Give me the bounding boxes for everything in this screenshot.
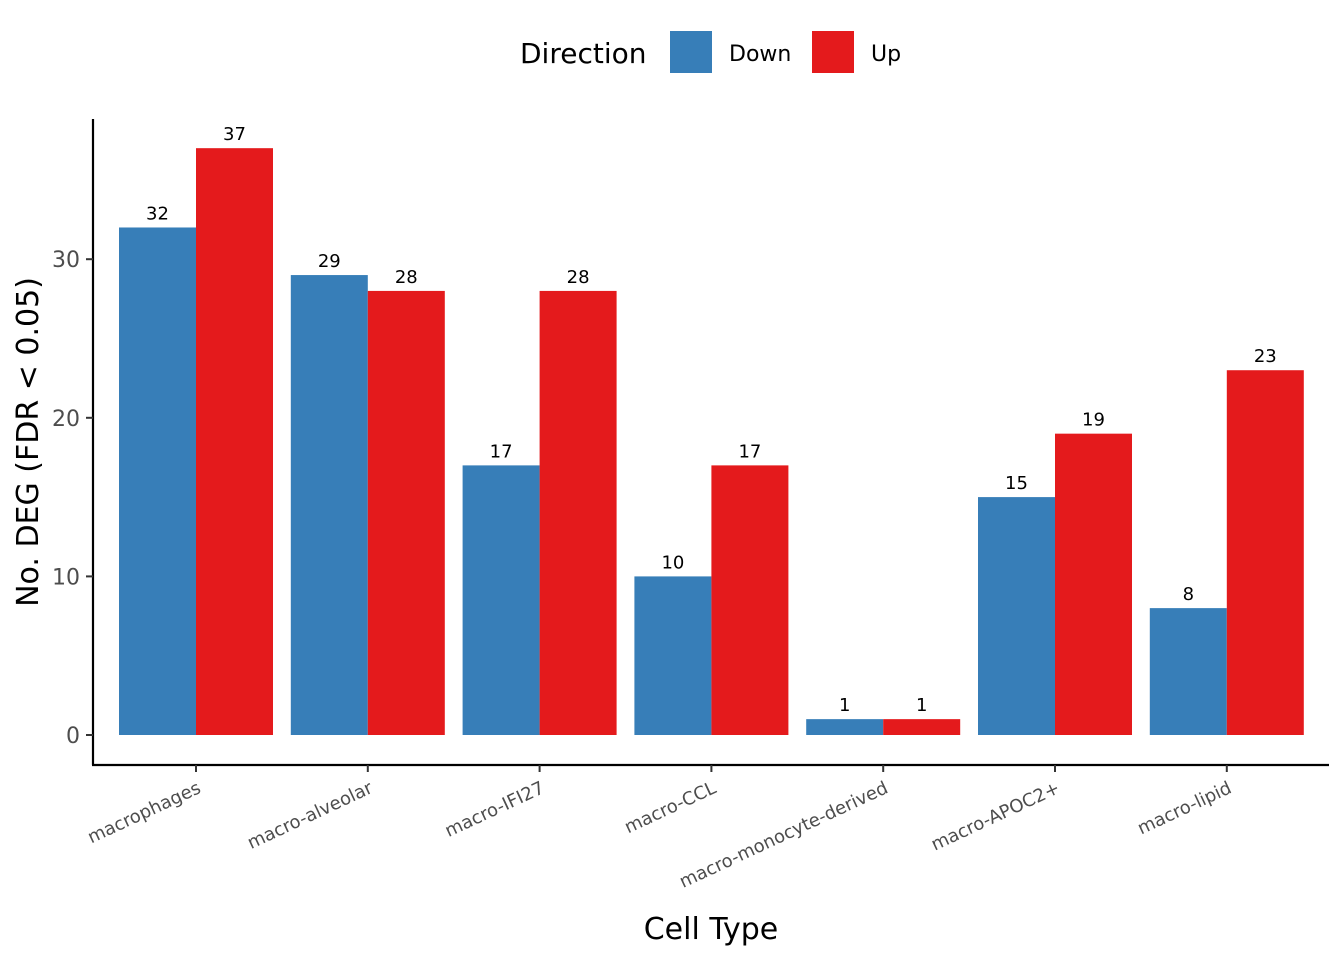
bar-down-0 — [119, 227, 196, 736]
data-label-up-0: 37 — [223, 124, 246, 145]
data-label-down-2: 17 — [490, 441, 513, 462]
y-tick-label: 20 — [52, 407, 80, 432]
data-label-down-4: 1 — [839, 695, 850, 716]
data-label-up-1: 28 — [395, 267, 418, 288]
bar-down-2 — [462, 465, 540, 735]
legend: Direction Down Up — [520, 31, 901, 73]
x-tick-label: macro-alveolar — [244, 777, 376, 854]
bar-down-6 — [1149, 608, 1227, 735]
legend-label-up: Up — [871, 42, 901, 67]
data-label-down-5: 15 — [1005, 473, 1028, 494]
x-tick-label: macro-IFI27 — [442, 777, 548, 841]
data-label-up-6: 23 — [1254, 346, 1277, 367]
bar-up-1 — [367, 290, 445, 735]
x-axis-title: Cell Type — [644, 912, 779, 947]
y-tick-label: 0 — [66, 724, 80, 749]
bar-up-0 — [196, 148, 273, 735]
x-tick-label: macrophages — [84, 777, 204, 848]
data-label-down-0: 32 — [146, 203, 169, 224]
bar-up-2 — [539, 290, 617, 735]
bar-up-3 — [711, 465, 789, 735]
data-label-down-6: 8 — [1183, 584, 1194, 605]
bar-down-4 — [806, 719, 884, 735]
legend-title: Direction — [520, 37, 647, 70]
data-label-up-3: 17 — [738, 441, 761, 462]
x-tick-label: macro-CCL — [621, 777, 719, 838]
bar-up-6 — [1226, 370, 1304, 735]
x-axis-ticks: macrophages macro-alveolar macro-IFI27 macr… — [84, 765, 1235, 893]
bars-layer — [119, 148, 1304, 736]
data-label-up-4: 1 — [916, 695, 927, 716]
bar-up-4 — [883, 719, 961, 735]
x-tick-label: macro-APOC2+ — [928, 777, 1063, 855]
data-label-up-5: 19 — [1082, 410, 1105, 431]
y-axis-ticks: 0 10 20 30 — [52, 248, 93, 749]
y-axis-title: No. DEG (FDR < 0.05) — [11, 277, 46, 607]
bar-down-3 — [634, 576, 712, 735]
legend-swatch-up — [812, 31, 854, 73]
y-tick-label: 10 — [52, 565, 80, 590]
bar-down-1 — [290, 275, 368, 735]
legend-label-down: Down — [729, 42, 791, 67]
legend-swatch-down — [670, 31, 712, 73]
data-label-up-2: 28 — [567, 267, 590, 288]
data-label-down-3: 10 — [661, 552, 684, 573]
y-tick-label: 30 — [52, 248, 80, 273]
bar-down-5 — [978, 497, 1055, 735]
bar-up-5 — [1055, 433, 1132, 735]
x-tick-label: macro-lipid — [1134, 777, 1235, 839]
data-label-down-1: 29 — [318, 251, 341, 272]
